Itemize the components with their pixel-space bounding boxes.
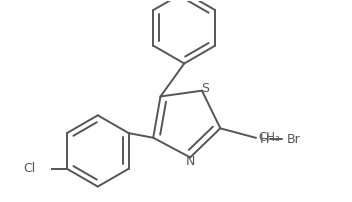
Text: N: N [186, 155, 195, 168]
Text: Cl: Cl [23, 162, 35, 175]
Text: S: S [201, 82, 209, 95]
Text: H: H [260, 133, 269, 146]
Text: CH₃: CH₃ [259, 131, 281, 144]
Text: Br: Br [287, 133, 301, 146]
